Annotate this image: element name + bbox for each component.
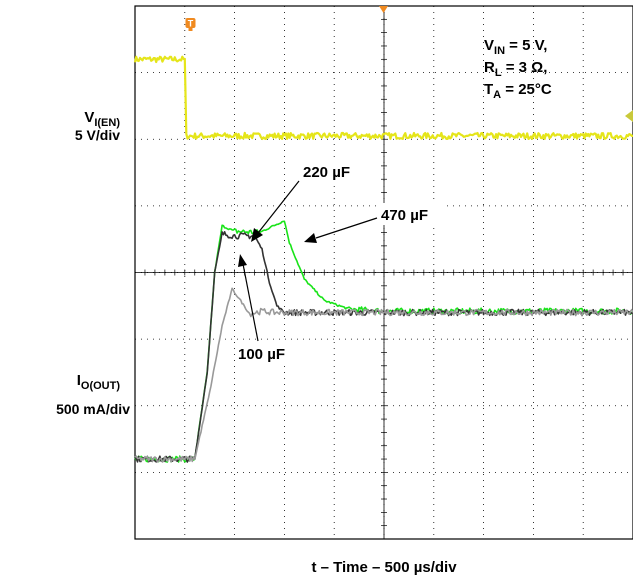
trigger-marker-label: T [188, 19, 194, 29]
annotation-100uF-label: 100 µF [238, 346, 285, 363]
condition-ta: TA = 25°C [484, 81, 552, 101]
trigger-marker: T [185, 18, 196, 31]
ylabel-top-scale: 5 V/div [75, 127, 120, 143]
conditions-block: VIN = 5 V, RL = 3 Ω, TA = 25°C [484, 37, 552, 101]
graticule [134, 5, 633, 540]
trace-100-f [134, 287, 633, 463]
annotation-100uF: 100 µF [235, 254, 299, 364]
ylabel-bottom-scale: 500 mA/div [56, 401, 130, 417]
trace-v-i-en [133, 55, 633, 140]
annotation-220uF-label: 220 µF [303, 164, 350, 181]
annotation-220uF: 220 µF [251, 160, 364, 242]
ylabel-top: VI(EN) [84, 109, 120, 129]
xlabel: t – Time – 500 µs/div [311, 559, 457, 576]
condition-rl: RL = 3 Ω, [484, 59, 547, 79]
annotation-470uF-label: 470 µF [381, 207, 428, 224]
trigger-position-marker [379, 6, 388, 13]
ylabel-bottom: IO(OUT) [77, 372, 121, 392]
annotation-470uF: 470 µF [304, 203, 442, 243]
trigger-level-marker [625, 110, 633, 122]
traces [133, 55, 633, 463]
condition-vin: VIN = 5 V, [484, 37, 547, 57]
